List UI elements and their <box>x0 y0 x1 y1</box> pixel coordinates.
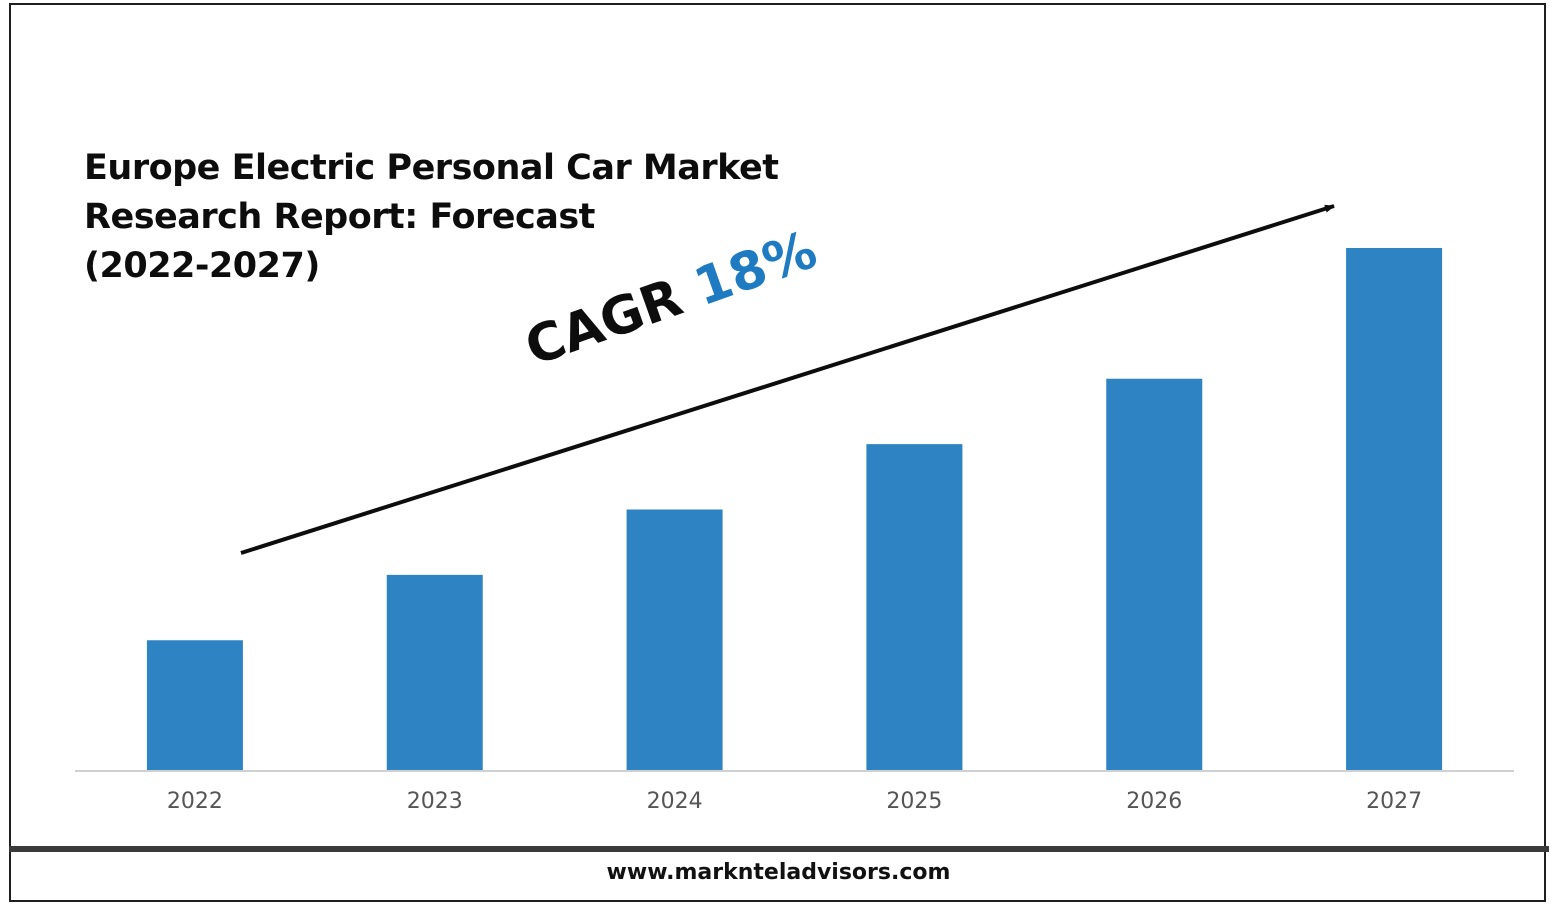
bar-2027 <box>1346 248 1443 771</box>
footer-box <box>9 852 1546 902</box>
x-tick-label-2027: 2027 <box>1366 789 1422 814</box>
bar-2023 <box>386 574 483 771</box>
bar-2025 <box>866 444 963 771</box>
title-line-1: Europe Electric Personal Car Market <box>84 148 779 188</box>
chart-frame <box>9 3 1546 848</box>
x-tick-label-2025: 2025 <box>886 789 942 814</box>
x-tick-label-2022: 2022 <box>167 789 223 814</box>
frame-shadow <box>9 846 1549 852</box>
cagr-trend-arrow <box>240 204 1335 555</box>
bar-2026 <box>1106 378 1203 771</box>
bar-2022 <box>146 640 243 771</box>
chart-title: Europe Electric Personal Car Market Rese… <box>84 144 844 291</box>
title-line-3: (2022-2027) <box>84 246 320 286</box>
bar-2024 <box>626 509 723 771</box>
x-tick-labels: 2022 2023 2024 2025 2026 2027 <box>167 789 1422 814</box>
title-line-2: Research Report: Forecast <box>84 197 595 237</box>
bars-group <box>146 248 1443 771</box>
footer-url[interactable]: www.marknteladvisors.com <box>606 860 951 885</box>
x-tick-label-2026: 2026 <box>1126 789 1182 814</box>
x-tick-label-2023: 2023 <box>407 789 463 814</box>
x-tick-label-2024: 2024 <box>647 789 703 814</box>
